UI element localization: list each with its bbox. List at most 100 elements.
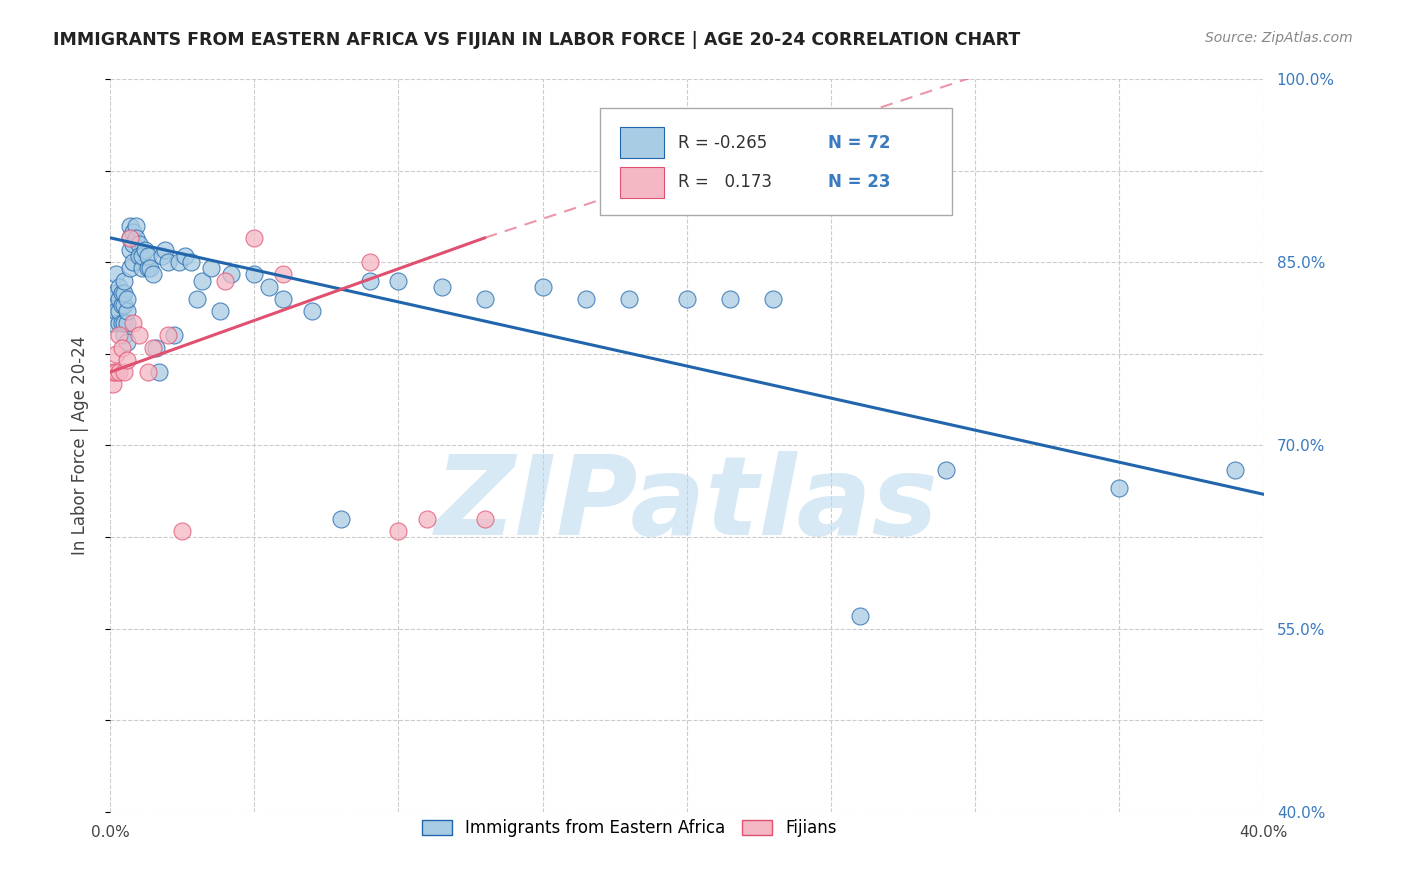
Point xyxy=(110,285,132,300)
Point xyxy=(134,243,156,257)
Point xyxy=(172,524,194,538)
Point xyxy=(271,292,294,306)
Point xyxy=(110,316,132,330)
Point xyxy=(156,255,179,269)
Point xyxy=(430,279,453,293)
Point xyxy=(104,347,127,361)
Point xyxy=(114,298,136,312)
Point xyxy=(120,243,142,257)
Point xyxy=(359,255,381,269)
Point xyxy=(104,268,127,282)
Point xyxy=(617,292,640,306)
Point xyxy=(139,261,162,276)
Legend: Immigrants from Eastern Africa, Fijians: Immigrants from Eastern Africa, Fijians xyxy=(415,813,844,844)
Point xyxy=(180,255,202,269)
Point xyxy=(219,268,242,282)
Text: Source: ZipAtlas.com: Source: ZipAtlas.com xyxy=(1205,31,1353,45)
Text: ZIPatlas: ZIPatlas xyxy=(434,450,939,558)
Point xyxy=(114,285,136,300)
Point xyxy=(125,231,148,245)
FancyBboxPatch shape xyxy=(620,128,664,158)
Point xyxy=(107,316,129,330)
Point xyxy=(200,261,222,276)
Point xyxy=(136,365,159,379)
Point xyxy=(575,292,598,306)
Text: N = 23: N = 23 xyxy=(828,173,890,191)
Point xyxy=(110,298,132,312)
Y-axis label: In Labor Force | Age 20-24: In Labor Force | Age 20-24 xyxy=(72,335,89,555)
Point xyxy=(114,365,136,379)
Point xyxy=(718,292,741,306)
Point xyxy=(301,304,323,318)
Point xyxy=(101,365,124,379)
Point xyxy=(145,341,167,355)
Point xyxy=(101,316,124,330)
Point xyxy=(101,377,124,392)
Text: R = -0.265: R = -0.265 xyxy=(678,134,766,152)
Point xyxy=(107,292,129,306)
Point xyxy=(416,512,439,526)
Point xyxy=(117,304,139,318)
Point xyxy=(131,249,153,263)
Point xyxy=(153,243,176,257)
Point xyxy=(120,231,142,245)
Point xyxy=(136,261,159,276)
Point xyxy=(359,273,381,287)
Point xyxy=(122,316,145,330)
Point xyxy=(122,255,145,269)
Text: N = 72: N = 72 xyxy=(828,134,890,152)
Point xyxy=(114,328,136,343)
Point xyxy=(531,279,554,293)
Point xyxy=(271,268,294,282)
Point xyxy=(142,341,165,355)
Point xyxy=(214,273,236,287)
Point xyxy=(169,255,191,269)
Point xyxy=(117,334,139,349)
Point xyxy=(122,236,145,251)
Point xyxy=(257,279,280,293)
Point xyxy=(128,236,150,251)
Point xyxy=(110,341,132,355)
Point xyxy=(387,524,409,538)
Point xyxy=(131,261,153,276)
Point xyxy=(387,273,409,287)
Point xyxy=(474,292,496,306)
Point xyxy=(191,273,214,287)
FancyBboxPatch shape xyxy=(620,167,664,198)
Point xyxy=(675,292,697,306)
Point xyxy=(107,304,129,318)
Point xyxy=(329,512,352,526)
Point xyxy=(136,249,159,263)
Point xyxy=(120,261,142,276)
Point xyxy=(120,231,142,245)
Point xyxy=(243,231,266,245)
Text: IMMIGRANTS FROM EASTERN AFRICA VS FIJIAN IN LABOR FORCE | AGE 20-24 CORRELATION : IMMIGRANTS FROM EASTERN AFRICA VS FIJIAN… xyxy=(53,31,1021,49)
FancyBboxPatch shape xyxy=(600,108,952,215)
Text: R =   0.173: R = 0.173 xyxy=(678,173,772,191)
Point xyxy=(125,219,148,233)
Point xyxy=(162,328,184,343)
Point xyxy=(104,304,127,318)
Point xyxy=(1223,463,1246,477)
Point xyxy=(117,316,139,330)
Point xyxy=(114,316,136,330)
Point xyxy=(122,225,145,239)
Point xyxy=(117,292,139,306)
Point xyxy=(107,365,129,379)
Point xyxy=(208,304,231,318)
Point xyxy=(142,268,165,282)
Point xyxy=(128,249,150,263)
Point xyxy=(107,279,129,293)
Point xyxy=(474,512,496,526)
Point xyxy=(243,268,266,282)
Point xyxy=(1108,481,1130,495)
Point xyxy=(174,249,197,263)
Point xyxy=(104,285,127,300)
Point xyxy=(107,328,129,343)
Point xyxy=(935,463,957,477)
Point xyxy=(117,353,139,368)
Point xyxy=(156,328,179,343)
Point xyxy=(120,219,142,233)
Point xyxy=(128,328,150,343)
Point xyxy=(148,365,170,379)
